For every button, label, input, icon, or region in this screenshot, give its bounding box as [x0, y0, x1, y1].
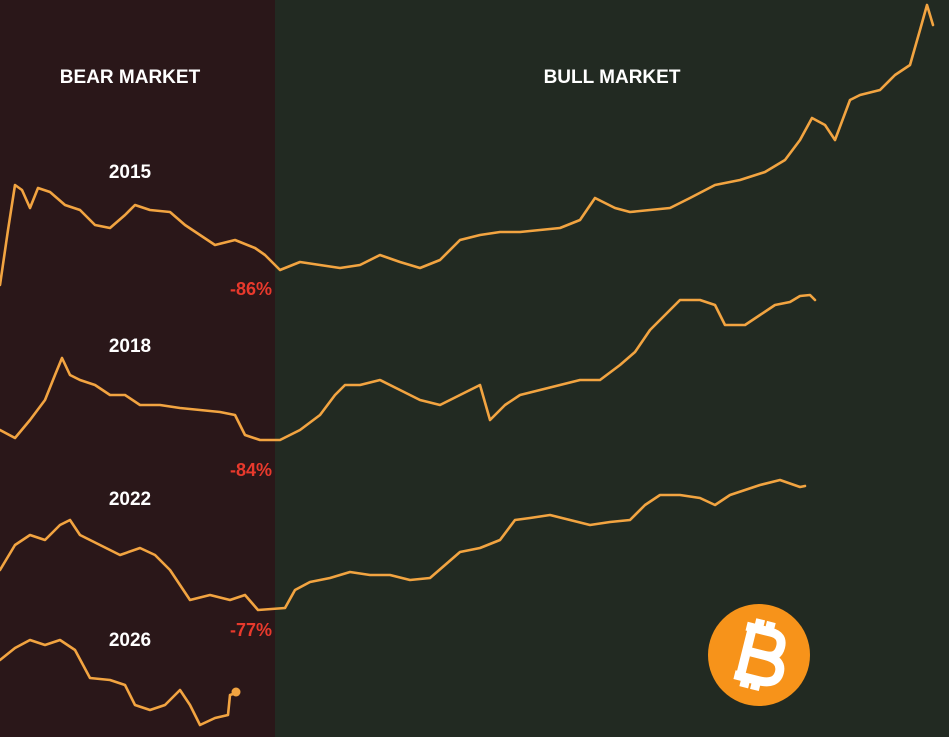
drawdown-label: -84%	[230, 460, 272, 480]
drawdown-label: -86%	[230, 279, 272, 299]
bull-panel	[275, 0, 949, 737]
bear-panel	[0, 0, 275, 737]
cycle-line	[0, 3, 935, 287]
bear-heading: BEAR MARKET	[60, 67, 201, 88]
current-point	[231, 687, 241, 697]
year-label: 2015	[109, 162, 152, 183]
cycle-line	[0, 293, 817, 442]
bitcoin-logo	[708, 604, 810, 706]
year-label: 2022	[109, 489, 151, 510]
drawdown-label: -77%	[230, 620, 272, 640]
year-label: 2018	[109, 336, 151, 357]
cycle-line	[0, 478, 807, 612]
year-label: 2026	[109, 630, 151, 651]
bull-heading: BULL MARKET	[544, 67, 681, 88]
cycle-line	[0, 638, 238, 727]
